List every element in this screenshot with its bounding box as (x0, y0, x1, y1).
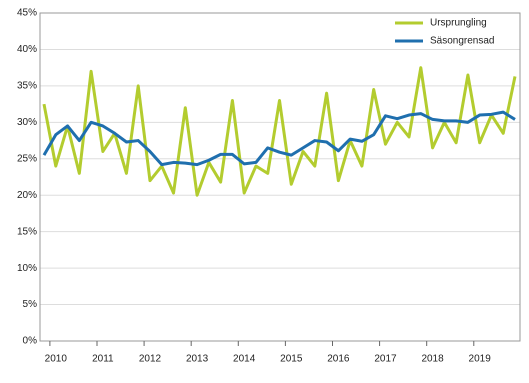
y-tick-label: 35% (17, 81, 37, 92)
y-tick-label: 30% (17, 117, 37, 128)
y-tick-label: 25% (17, 153, 37, 164)
series-line (42, 110, 516, 167)
y-tick-label: 0% (23, 336, 38, 347)
x-tick-label: 2011 (92, 354, 114, 365)
x-tick-label: 2016 (327, 354, 350, 365)
x-tick-label: 2012 (139, 354, 162, 365)
y-tick-label: 5% (23, 299, 38, 310)
x-tick-label: 2014 (233, 354, 256, 365)
plot-frame (39, 12, 521, 342)
y-tick-label: 15% (17, 226, 37, 237)
y-tick-label: 40% (17, 44, 37, 55)
x-tick-label: 2018 (421, 354, 444, 365)
legend-label: Säsongrensad (430, 36, 495, 47)
legend-label: Ursprungling (430, 18, 487, 29)
y-tick-label: 10% (17, 263, 37, 274)
x-tick-label: 2010 (45, 354, 68, 365)
x-tick-label: 2019 (469, 354, 492, 365)
x-tick-label: 2017 (374, 354, 397, 365)
x-tick-label: 2015 (280, 354, 303, 365)
x-tick-label: 2013 (186, 354, 209, 365)
series-line (42, 66, 517, 197)
y-tick-label: 20% (17, 190, 37, 201)
y-tick-label: 45% (17, 8, 37, 19)
